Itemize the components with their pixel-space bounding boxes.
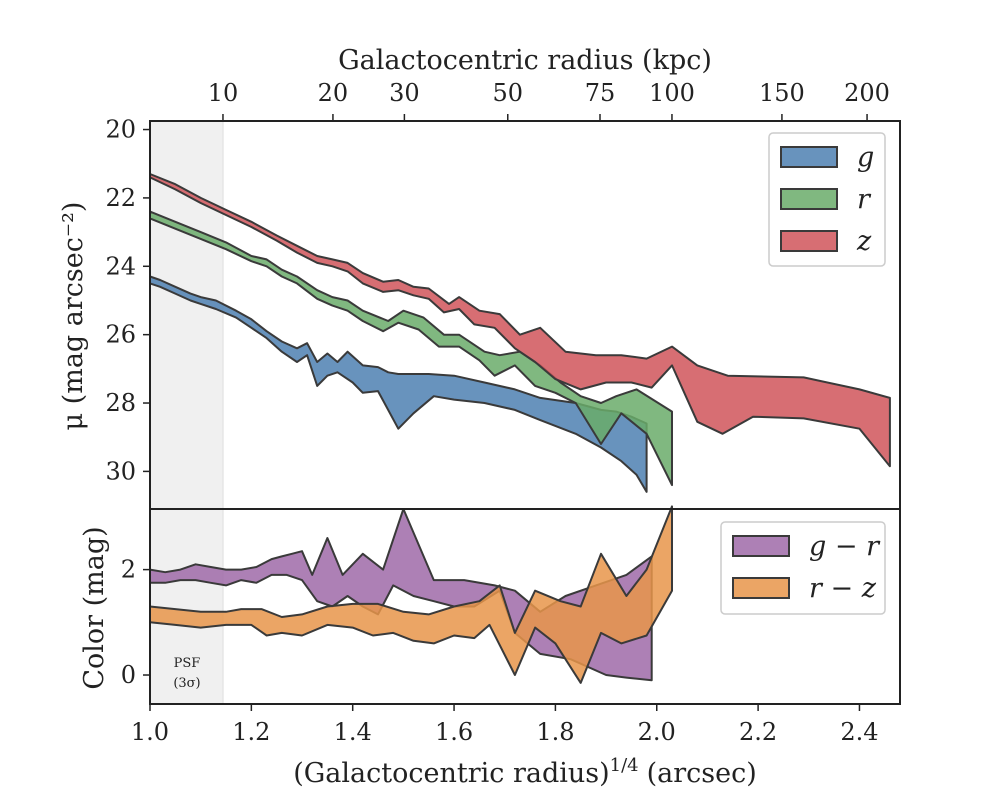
color-panel: 1.0 1.2 1.4 1.6 1.8 2.0 2.2 2.4 02 PSF (3σ) Col… [79, 505, 901, 789]
color-tick-label: 0 [121, 661, 136, 689]
legend-swatch-g [780, 146, 838, 168]
mu-tick-label: 26 [105, 321, 136, 349]
legend-label-r-z: r − z [809, 573, 877, 604]
bottom-plot-frame [149, 508, 901, 705]
color-tick-label: 2 [121, 556, 136, 584]
color-bands [149, 505, 673, 684]
band-z [149, 173, 891, 468]
radius-tick-label: 1.8 [536, 718, 574, 746]
mu-tick-label: 28 [105, 389, 136, 417]
kpc-tick-label: 200 [844, 79, 890, 107]
radius-axis-title-exponent: 1/4 [610, 755, 639, 776]
psf-sigma-label: (3σ) [173, 676, 200, 691]
kpc-tick-label: 50 [492, 79, 523, 107]
legend-label-z: z [856, 226, 872, 257]
band-r-z [149, 505, 673, 684]
mu-tick-label: 30 [105, 457, 136, 485]
kpc-tick-label: 30 [389, 79, 420, 107]
radius-tick-label: 1.4 [334, 718, 372, 746]
mu-tick-label: 24 [105, 252, 136, 280]
legend-label-g-r: g − r [809, 531, 881, 562]
radius-axis-title-unit: (arcsec) [647, 758, 757, 789]
top-kpc-axis: 10 20 30 50 75 100 150 200 [208, 79, 890, 121]
radius-tick-label: 1.6 [435, 718, 473, 746]
top-axis-title: Galactocentric radius (kpc) [338, 45, 712, 76]
surface-brightness-panel: 10 20 30 50 75 100 150 200 20 22 24 26 28 30 Galacto… [58, 45, 901, 510]
mu-tick-label: 22 [105, 184, 136, 212]
legend-swatch-z [780, 230, 838, 252]
kpc-tick-label: 150 [759, 79, 805, 107]
color-y-axis: 02 [121, 556, 150, 689]
psf-region-shading [150, 121, 223, 509]
radius-tick-label: 1.0 [131, 718, 169, 746]
radius-tick-label: 2.2 [739, 718, 777, 746]
kpc-tick-label: 10 [208, 79, 239, 107]
kpc-tick-label: 75 [585, 79, 616, 107]
color-legend: g − r r − z [720, 521, 886, 615]
radius-tick-label: 2.0 [638, 718, 676, 746]
mu-y-axis: 20 22 24 26 28 30 [105, 116, 150, 485]
mu-axis-title: μ (mag arcsec⁻²) [58, 202, 89, 431]
band-r [149, 210, 673, 487]
kpc-tick-label: 20 [318, 79, 349, 107]
profile-bands [149, 173, 891, 493]
psf-label: PSF [174, 656, 201, 671]
radius-tick-label: 2.4 [840, 718, 878, 746]
legend-label-r: r [857, 184, 872, 215]
legend-swatch-r [780, 188, 838, 210]
legend-label-g: g [857, 142, 874, 173]
color-axis-title: Color (mag) [79, 526, 110, 689]
band-g [149, 275, 648, 493]
radius-x-axis: 1.0 1.2 1.4 1.6 1.8 2.0 2.2 2.4 [131, 704, 879, 746]
legend-swatch-g-r [732, 535, 790, 557]
kpc-tick-label: 100 [649, 79, 695, 107]
radius-axis-title: (Galactocentric radius)1/4 (arcsec) [293, 755, 757, 789]
mu-tick-label: 20 [105, 116, 136, 144]
band-legend: grz [768, 132, 886, 267]
radius-axis-title-base: (Galactocentric radius) [293, 758, 609, 789]
psf-region-shading [150, 509, 223, 704]
legend-swatch-r-z [732, 577, 790, 599]
radius-tick-label: 1.2 [232, 718, 270, 746]
